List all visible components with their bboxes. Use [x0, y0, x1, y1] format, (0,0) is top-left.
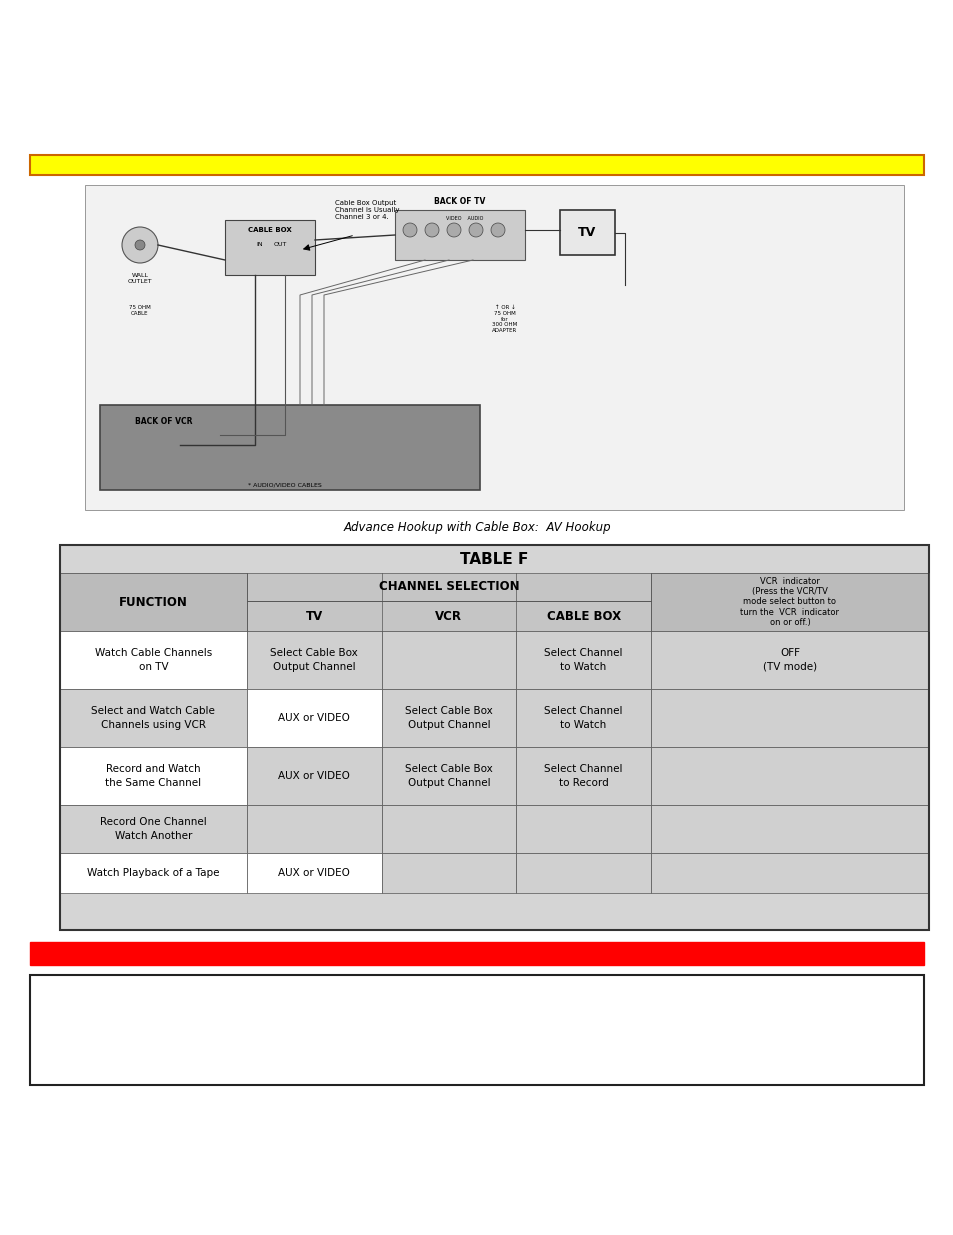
- Text: VCR: VCR: [435, 610, 462, 622]
- Bar: [559, 210, 615, 254]
- Circle shape: [122, 227, 158, 263]
- Text: TV: TV: [305, 610, 322, 622]
- Text: WALL
OUTLET: WALL OUTLET: [128, 273, 152, 284]
- Circle shape: [402, 224, 416, 237]
- Bar: [247, 805, 381, 853]
- Bar: [30, 156, 923, 175]
- Text: AUX or VIDEO: AUX or VIDEO: [278, 868, 350, 878]
- Bar: [650, 747, 928, 805]
- Circle shape: [424, 224, 438, 237]
- Bar: [60, 545, 928, 930]
- Text: AUX or VIDEO: AUX or VIDEO: [278, 771, 350, 781]
- Bar: [395, 210, 524, 261]
- Circle shape: [469, 224, 482, 237]
- Text: Select Channel
to Watch: Select Channel to Watch: [544, 648, 622, 672]
- Text: Select Cable Box
Output Channel: Select Cable Box Output Channel: [405, 706, 493, 730]
- Text: Select Channel
to Record: Select Channel to Record: [544, 764, 622, 788]
- Bar: [516, 689, 650, 747]
- Circle shape: [491, 224, 504, 237]
- Text: TV: TV: [578, 226, 596, 240]
- Bar: [381, 805, 516, 853]
- Text: BACK OF VCR: BACK OF VCR: [135, 417, 193, 426]
- Circle shape: [135, 240, 145, 249]
- Text: IN: IN: [256, 242, 263, 247]
- Bar: [85, 185, 903, 510]
- Bar: [381, 853, 516, 893]
- Text: Watch Cable Channels
on TV: Watch Cable Channels on TV: [94, 648, 212, 672]
- Text: Record and Watch
the Same Channel: Record and Watch the Same Channel: [105, 764, 201, 788]
- Text: OFF
(TV mode): OFF (TV mode): [762, 648, 816, 672]
- Bar: [100, 405, 479, 490]
- Bar: [60, 689, 247, 747]
- Bar: [516, 747, 650, 805]
- Text: Select and Watch Cable
Channels using VCR: Select and Watch Cable Channels using VC…: [91, 706, 215, 730]
- Text: CABLE BOX: CABLE BOX: [248, 227, 292, 233]
- Text: VCR  indicator
(Press the VCR/TV
mode select button to
turn the  VCR  indicator
: VCR indicator (Press the VCR/TV mode sel…: [740, 577, 839, 627]
- Bar: [516, 853, 650, 893]
- Text: Advance Hookup with Cable Box:  AV Hookup: Advance Hookup with Cable Box: AV Hookup: [343, 521, 610, 535]
- Text: BACK OF TV: BACK OF TV: [434, 198, 485, 206]
- Bar: [247, 689, 381, 747]
- Bar: [650, 573, 928, 631]
- Text: VIDEO    AUDIO: VIDEO AUDIO: [446, 215, 483, 221]
- Text: Select Channel
to Watch: Select Channel to Watch: [544, 706, 622, 730]
- Bar: [650, 631, 928, 689]
- Bar: [247, 631, 381, 689]
- Text: Select Cable Box
Output Channel: Select Cable Box Output Channel: [270, 648, 357, 672]
- Bar: [650, 805, 928, 853]
- Text: Cable Box Output
Channel is Usually
Channel 3 or 4.: Cable Box Output Channel is Usually Chan…: [335, 200, 399, 220]
- Bar: [60, 747, 247, 805]
- Bar: [650, 853, 928, 893]
- Bar: [225, 220, 314, 275]
- Bar: [247, 853, 381, 893]
- Text: Record One Channel
Watch Another: Record One Channel Watch Another: [100, 818, 207, 841]
- Circle shape: [447, 224, 460, 237]
- Text: CHANNEL SELECTION: CHANNEL SELECTION: [378, 580, 518, 594]
- Text: OUT: OUT: [273, 242, 287, 247]
- Text: 75 OHM
CABLE: 75 OHM CABLE: [129, 305, 151, 316]
- Text: CABLE BOX: CABLE BOX: [546, 610, 620, 622]
- Bar: [516, 631, 650, 689]
- Bar: [30, 974, 923, 1086]
- Bar: [381, 631, 516, 689]
- Text: AUX or VIDEO: AUX or VIDEO: [278, 713, 350, 722]
- Text: * AUDIO/VIDEO CABLES: * AUDIO/VIDEO CABLES: [248, 483, 321, 488]
- Bar: [381, 747, 516, 805]
- Text: ↑ OR ↓
75 OHM
for
300 OHM
ADAPTER: ↑ OR ↓ 75 OHM for 300 OHM ADAPTER: [492, 305, 517, 333]
- Bar: [60, 545, 928, 930]
- Bar: [60, 573, 928, 631]
- Bar: [247, 747, 381, 805]
- Text: TABLE F: TABLE F: [460, 552, 528, 567]
- Text: FUNCTION: FUNCTION: [119, 595, 188, 609]
- Bar: [381, 689, 516, 747]
- Bar: [650, 689, 928, 747]
- Bar: [60, 631, 247, 689]
- Bar: [60, 853, 247, 893]
- Text: Watch Playback of a Tape: Watch Playback of a Tape: [87, 868, 219, 878]
- Text: Select Cable Box
Output Channel: Select Cable Box Output Channel: [405, 764, 493, 788]
- Bar: [60, 805, 247, 853]
- Bar: [516, 805, 650, 853]
- Bar: [30, 942, 923, 965]
- Bar: [60, 573, 247, 631]
